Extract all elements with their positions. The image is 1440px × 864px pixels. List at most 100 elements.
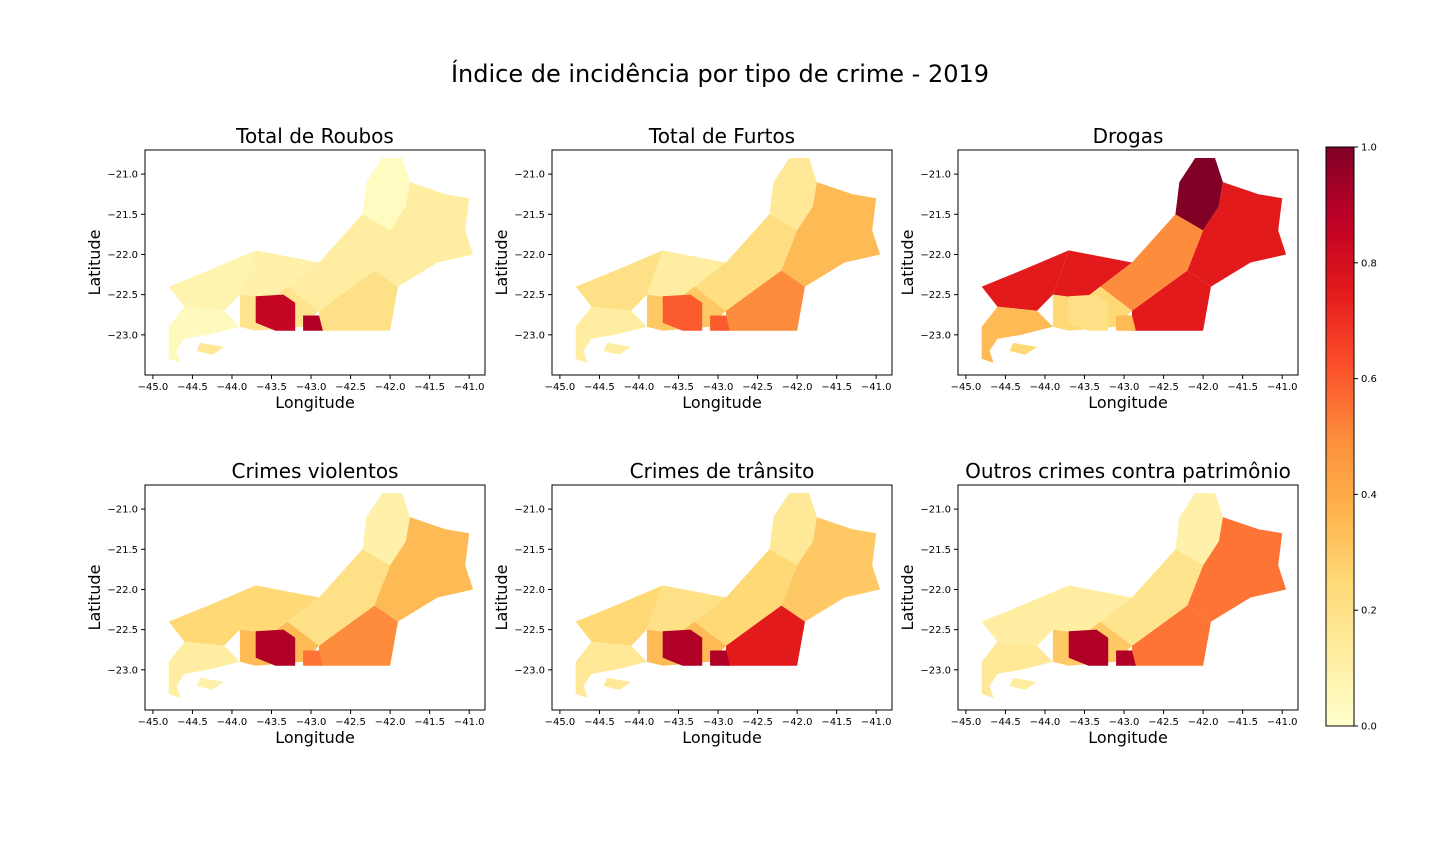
region-centro-sul (646, 585, 726, 634)
axes-frame (957, 149, 1299, 376)
region-medio-paraiba (981, 250, 1069, 311)
axes-frame (144, 149, 486, 376)
region-norte-fluminense (374, 517, 474, 622)
region-medio-paraiba (575, 585, 663, 646)
region-niteroi (303, 315, 323, 331)
region-norte-fluminense (781, 182, 881, 287)
region-niteroi (710, 315, 730, 331)
region-baixadas (319, 270, 398, 331)
x-axis-label: Longitude (275, 393, 355, 412)
region-baixadas (1132, 605, 1211, 666)
region-baixadas (1132, 270, 1211, 331)
x-tick-label: −43.0 (703, 382, 734, 393)
region-north (769, 158, 817, 235)
x-tick-label: −44.0 (217, 717, 248, 728)
x-tick-label: −42.0 (375, 382, 406, 393)
region-costa-verde (981, 306, 1053, 363)
x-tick-label: −42.5 (335, 382, 366, 393)
colorbar-tick-label: 1.0 (1361, 143, 1377, 154)
panel-title: Total de Roubos (235, 124, 394, 148)
region-capital (255, 294, 296, 331)
y-tick-label: −22.5 (920, 625, 951, 636)
x-tick-label: −44.5 (990, 717, 1021, 728)
region-serrana (287, 549, 391, 646)
region-baixadas (726, 270, 805, 331)
y-tick-label: −23.0 (920, 330, 951, 341)
colorbar-tick-label: 0.8 (1361, 258, 1377, 269)
y-tick-label: −23.0 (514, 330, 545, 341)
x-tick-label: −44.5 (584, 382, 615, 393)
x-tick-label: −43.5 (1069, 717, 1100, 728)
x-tick-label: −44.5 (177, 382, 208, 393)
x-tick-label: −42.0 (782, 717, 813, 728)
x-tick-label: −44.5 (584, 717, 615, 728)
axes-frame (551, 484, 893, 711)
y-tick-label: −23.0 (107, 665, 138, 676)
y-tick-label: −22.5 (107, 290, 138, 301)
figure-title: Índice de incidência por tipo de crime -… (451, 59, 989, 88)
colorbar-tick-label: 0.4 (1361, 490, 1377, 501)
region-ilha (603, 677, 632, 690)
x-tick-label: −42.0 (782, 382, 813, 393)
region-costa-verde (575, 641, 647, 698)
map-panel: Crimes de trânsito −45.0 −44.5 −44.0 −43.5 −4… (492, 459, 893, 747)
y-tick-label: −21.5 (514, 210, 545, 221)
x-tick-label: −45.0 (138, 717, 169, 728)
region-serrana (694, 214, 798, 311)
x-tick-label: −41.5 (1227, 382, 1258, 393)
map-panel: Total de Roubos −45.0 −44.5 −44.0 −43.5 −43.0… (85, 124, 486, 412)
x-tick-label: −43.5 (663, 717, 694, 728)
region-centro-sul (646, 250, 726, 299)
region-ilha (196, 342, 225, 355)
axes-frame (551, 149, 893, 376)
x-tick-label: −45.0 (951, 717, 982, 728)
map-panels: Total de Roubos −45.0 −44.5 −44.0 −43.5 −43.0… (85, 124, 1299, 747)
region-serrana (694, 549, 798, 646)
region-medio-paraiba (575, 250, 663, 311)
region-norte-fluminense (781, 517, 881, 622)
region-capital (1068, 294, 1109, 331)
x-axis-label: Longitude (1088, 728, 1168, 747)
region-north (362, 493, 410, 570)
y-tick-label: −21.0 (107, 505, 138, 516)
y-tick-label: −22.5 (107, 625, 138, 636)
y-tick-label: −22.0 (107, 585, 138, 596)
x-tick-label: −42.5 (335, 717, 366, 728)
x-tick-label: −44.5 (177, 717, 208, 728)
x-tick-label: −43.0 (1109, 717, 1140, 728)
colorbar-tick-label: 0.6 (1361, 374, 1377, 385)
panel-title: Outros crimes contra patrimônio (965, 459, 1291, 483)
region-serrana (287, 214, 391, 311)
region-north (769, 493, 817, 570)
x-axis-label: Longitude (682, 393, 762, 412)
x-tick-label: −42.0 (1188, 382, 1219, 393)
region-north (362, 158, 410, 235)
region-costa-verde (168, 641, 240, 698)
x-tick-label: −41.0 (1267, 382, 1298, 393)
axes-frame (957, 484, 1299, 711)
x-tick-label: −42.5 (742, 382, 773, 393)
region-baixadas (319, 605, 398, 666)
y-tick-label: −21.0 (514, 505, 545, 516)
y-tick-label: −22.0 (514, 585, 545, 596)
colorbar-gradient (1325, 146, 1355, 727)
x-tick-label: −44.0 (1030, 382, 1061, 393)
x-tick-label: −41.0 (454, 717, 485, 728)
y-tick-label: −21.5 (514, 545, 545, 556)
x-tick-label: −41.5 (821, 382, 852, 393)
y-tick-label: −23.0 (514, 665, 545, 676)
region-medio-paraiba (168, 585, 256, 646)
panel-title: Crimes violentos (232, 459, 399, 483)
y-tick-label: −21.5 (920, 210, 951, 221)
y-tick-label: −21.5 (107, 545, 138, 556)
region-norte-fluminense (374, 182, 474, 287)
y-axis-label: Latitude (85, 230, 104, 296)
x-tick-label: −44.0 (1030, 717, 1061, 728)
region-ilha (1009, 342, 1038, 355)
region-costa-verde (575, 306, 647, 363)
y-axis-label: Latitude (898, 230, 917, 296)
x-tick-label: −43.0 (296, 717, 327, 728)
region-niteroi (710, 650, 730, 666)
x-axis-label: Longitude (1088, 393, 1168, 412)
